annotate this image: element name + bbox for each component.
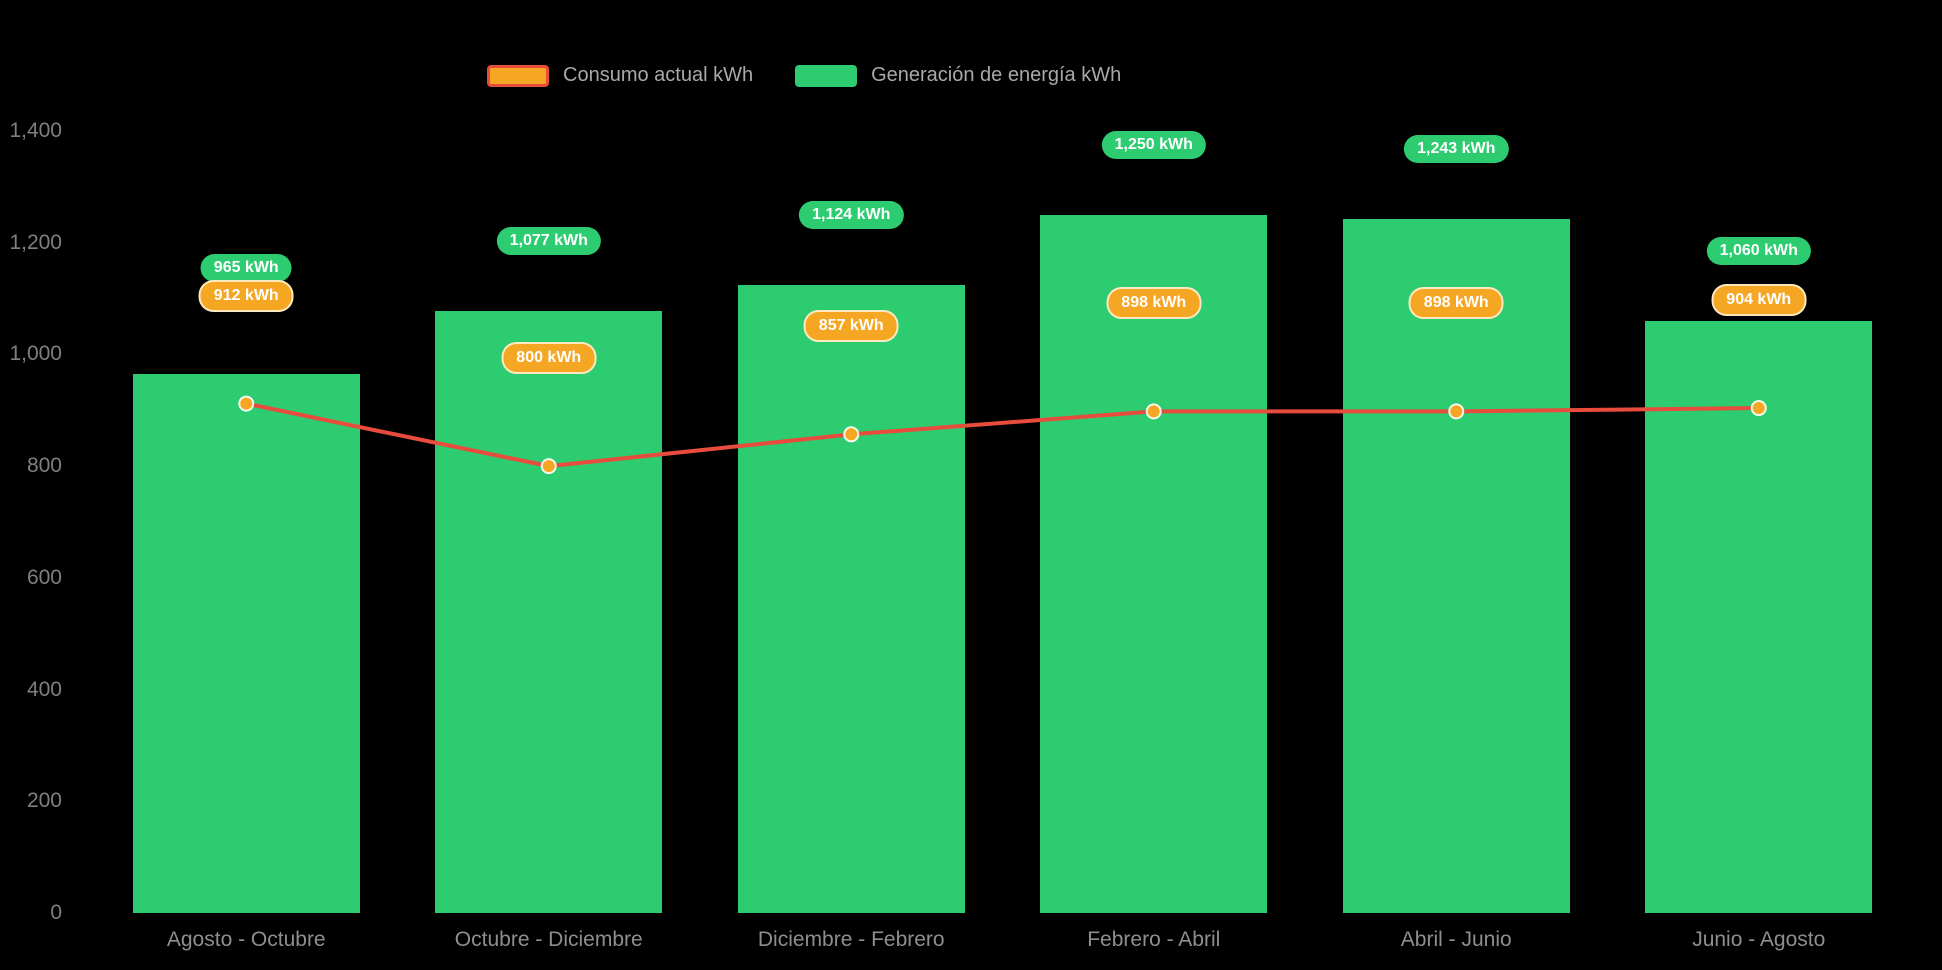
bar-value-badge-1: 1,077 kWh <box>496 227 601 256</box>
line-point-5[interactable] <box>1750 400 1767 417</box>
bar-generacion-0[interactable] <box>132 373 360 913</box>
line-value-badge-2: 857 kWh <box>803 310 899 343</box>
legend-label-generacion: Generación de energía kWh <box>871 64 1122 86</box>
legend-item-generacion[interactable]: Generación de energía kWh <box>795 64 1121 87</box>
bar-generacion-1[interactable] <box>435 311 663 913</box>
legend-swatch-generacion-icon <box>795 64 858 87</box>
y-axis-tick-label: 1,200 <box>9 230 62 254</box>
line-value-badge-5: 904 kWh <box>1711 284 1807 317</box>
chart-legend: Consumo actual kWh Generación de energía… <box>487 64 1121 87</box>
y-axis-tick-label: 1,400 <box>9 119 62 142</box>
y-axis-tick-label: 200 <box>26 789 62 813</box>
line-value-badge-0: 912 kWh <box>198 279 294 312</box>
y-axis-tick-label: 0 <box>50 901 62 924</box>
y-axis-tick-label: 400 <box>26 677 62 701</box>
line-value-badge-1: 800 kWh <box>501 342 597 375</box>
legend-item-consumo-actual[interactable]: Consumo actual kWh <box>487 64 753 87</box>
bar-value-badge-0: 965 kWh <box>200 253 292 282</box>
bar-generacion-5[interactable] <box>1645 320 1873 913</box>
bar-generacion-4[interactable] <box>1342 218 1570 913</box>
line-value-badge-4: 898 kWh <box>1408 287 1504 320</box>
x-axis-category-label: Abril - Junio <box>1400 928 1512 951</box>
x-axis-category-label: Febrero - Abril <box>1087 928 1221 951</box>
y-axis-tick-label: 1,000 <box>9 342 62 366</box>
bar-value-badge-2: 1,124 kWh <box>799 201 904 230</box>
y-axis-tick-label: 800 <box>26 454 62 478</box>
bar-generacion-2[interactable] <box>737 285 965 913</box>
bar-generacion-3[interactable] <box>1040 214 1268 913</box>
bar-value-badge-3: 1,250 kWh <box>1101 130 1206 159</box>
line-value-badge-3: 898 kWh <box>1106 287 1202 320</box>
y-axis-tick-label: 600 <box>26 565 62 589</box>
bar-value-badge-5: 1,060 kWh <box>1706 236 1811 265</box>
legend-label-consumo: Consumo actual kWh <box>563 64 754 86</box>
line-point-1[interactable] <box>540 458 557 475</box>
line-point-0[interactable] <box>238 395 255 412</box>
consumo-line <box>245 401 1759 469</box>
x-axis: Agosto - Octubre Octubre - Diciembre Dicie… <box>95 928 1910 962</box>
x-axis-category-label: Junio - Agosto <box>1692 928 1826 951</box>
y-axis: 0 200 400 600 800 1,000 1,200 1,400 <box>0 119 62 924</box>
bar-value-badge-4: 1,243 kWh <box>1404 134 1509 163</box>
line-point-3[interactable] <box>1145 403 1162 420</box>
line-point-2[interactable] <box>843 426 860 443</box>
x-axis-category-label: Diciembre - Febrero <box>757 928 945 951</box>
line-point-4[interactable] <box>1448 403 1465 420</box>
x-axis-category-label: Agosto - Octubre <box>166 928 326 951</box>
plot-area: 965 kWh 912 kWh 1,077 kWh 800 kWh 1,124 kWh 8… <box>95 130 1910 913</box>
legend-swatch-consumo-icon <box>487 64 549 87</box>
x-axis-category-label: Octubre - Diciembre <box>454 928 643 951</box>
line-series-svg <box>238 395 1767 475</box>
